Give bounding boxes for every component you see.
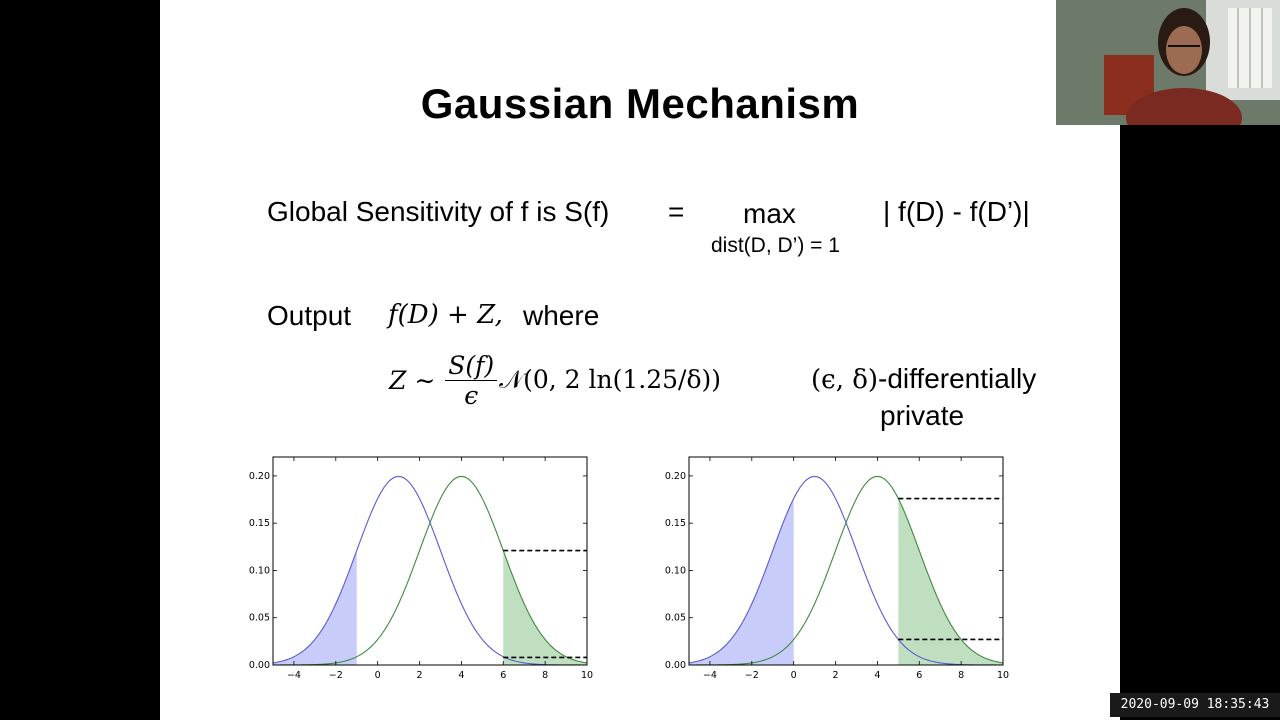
noise-formula: Z ∼ S(f) ϵ 𝒩(0, 2 ln(1.25/δ)) [389,342,721,418]
x-tick-label: 10 [581,670,593,681]
x-tick-label: 0 [791,670,797,681]
privacy-params: (ϵ, δ) [811,365,879,395]
webcam-overlay [1056,0,1280,125]
x-tick-label: 10 [997,670,1009,681]
slide-title: Gaussian Mechanism [420,80,860,127]
x-tick-label: 0 [375,670,381,681]
shaded-region-0 [689,498,794,665]
y-tick-label: 0.20 [249,471,270,482]
output-label: Output [267,300,352,331]
privacy-line1: -differentially [878,363,1037,394]
noise-fraction-numerator: S(f) [445,351,498,381]
gaussian-chart-left: −4 −2 0 2 4 6 8 10 0.00 0.05 0.10 0.15 0.20 [249,456,593,681]
y-tick-label: 0.05 [665,613,686,624]
y-tick-label: 0.00 [665,660,686,671]
sensitivity-abs-diff: | f(D) - f(D’)| [883,196,1030,227]
shaded-region-0 [273,550,357,665]
x-tick-label: 6 [916,670,922,681]
y-tick-label: 0.10 [665,565,686,576]
x-tick-label: 2 [833,670,839,681]
output-where: where [523,300,600,331]
x-tick-label: 6 [500,670,506,681]
shaded-region-1 [503,550,587,665]
person-webcam-icon [1056,0,1280,125]
y-tick-label: 0.20 [665,471,686,482]
video-timestamp: 2020-09-09 18:35:43 [1110,693,1280,717]
gaussian-chart-right: −4 −2 0 2 4 6 8 10 0.00 0.05 0.10 0.15 0.20 [665,456,1009,681]
shaded-region-1 [898,498,1003,665]
privacy-line2: private [880,400,965,431]
presentation-slide: Gaussian Mechanism Global Sensitivity of… [160,0,1120,720]
privacy-label: (ϵ, δ)-differentially [811,363,1036,395]
density-curve-1 [689,475,1004,666]
density-curve-1 [273,475,588,666]
plot-frame [272,456,588,666]
x-tick-label: −2 [329,670,343,681]
x-tick-label: 8 [958,670,964,681]
sensitivity-equals: = [668,196,685,227]
x-tick-label: −4 [287,670,301,681]
sensitivity-label: Global Sensitivity of f is S(f) [267,196,610,227]
x-tick-label: −2 [745,670,759,681]
y-tick-label: 0.05 [249,613,270,624]
x-tick-label: 4 [874,670,880,681]
noise-distribution: 𝒩(0, 2 ln(1.25/δ)) [499,365,722,394]
noise-fraction-denominator: ϵ [464,380,479,410]
y-tick-label: 0.15 [249,518,270,529]
sensitivity-max-subscript: dist(D, D’) = 1 [711,234,840,257]
x-tick-label: 8 [542,670,548,681]
output-expression: f(D) + Z, [388,300,503,330]
y-tick-label: 0.15 [665,518,686,529]
noise-lhs: Z ∼ [389,365,436,395]
plot-frame [688,456,1004,666]
x-tick-label: 2 [417,670,423,681]
y-tick-label: 0.00 [249,660,270,671]
x-tick-label: 4 [458,670,464,681]
noise-fraction: S(f) ϵ [445,351,498,410]
y-tick-label: 0.10 [249,565,270,576]
sensitivity-max: max [743,198,796,229]
x-tick-label: −4 [703,670,717,681]
